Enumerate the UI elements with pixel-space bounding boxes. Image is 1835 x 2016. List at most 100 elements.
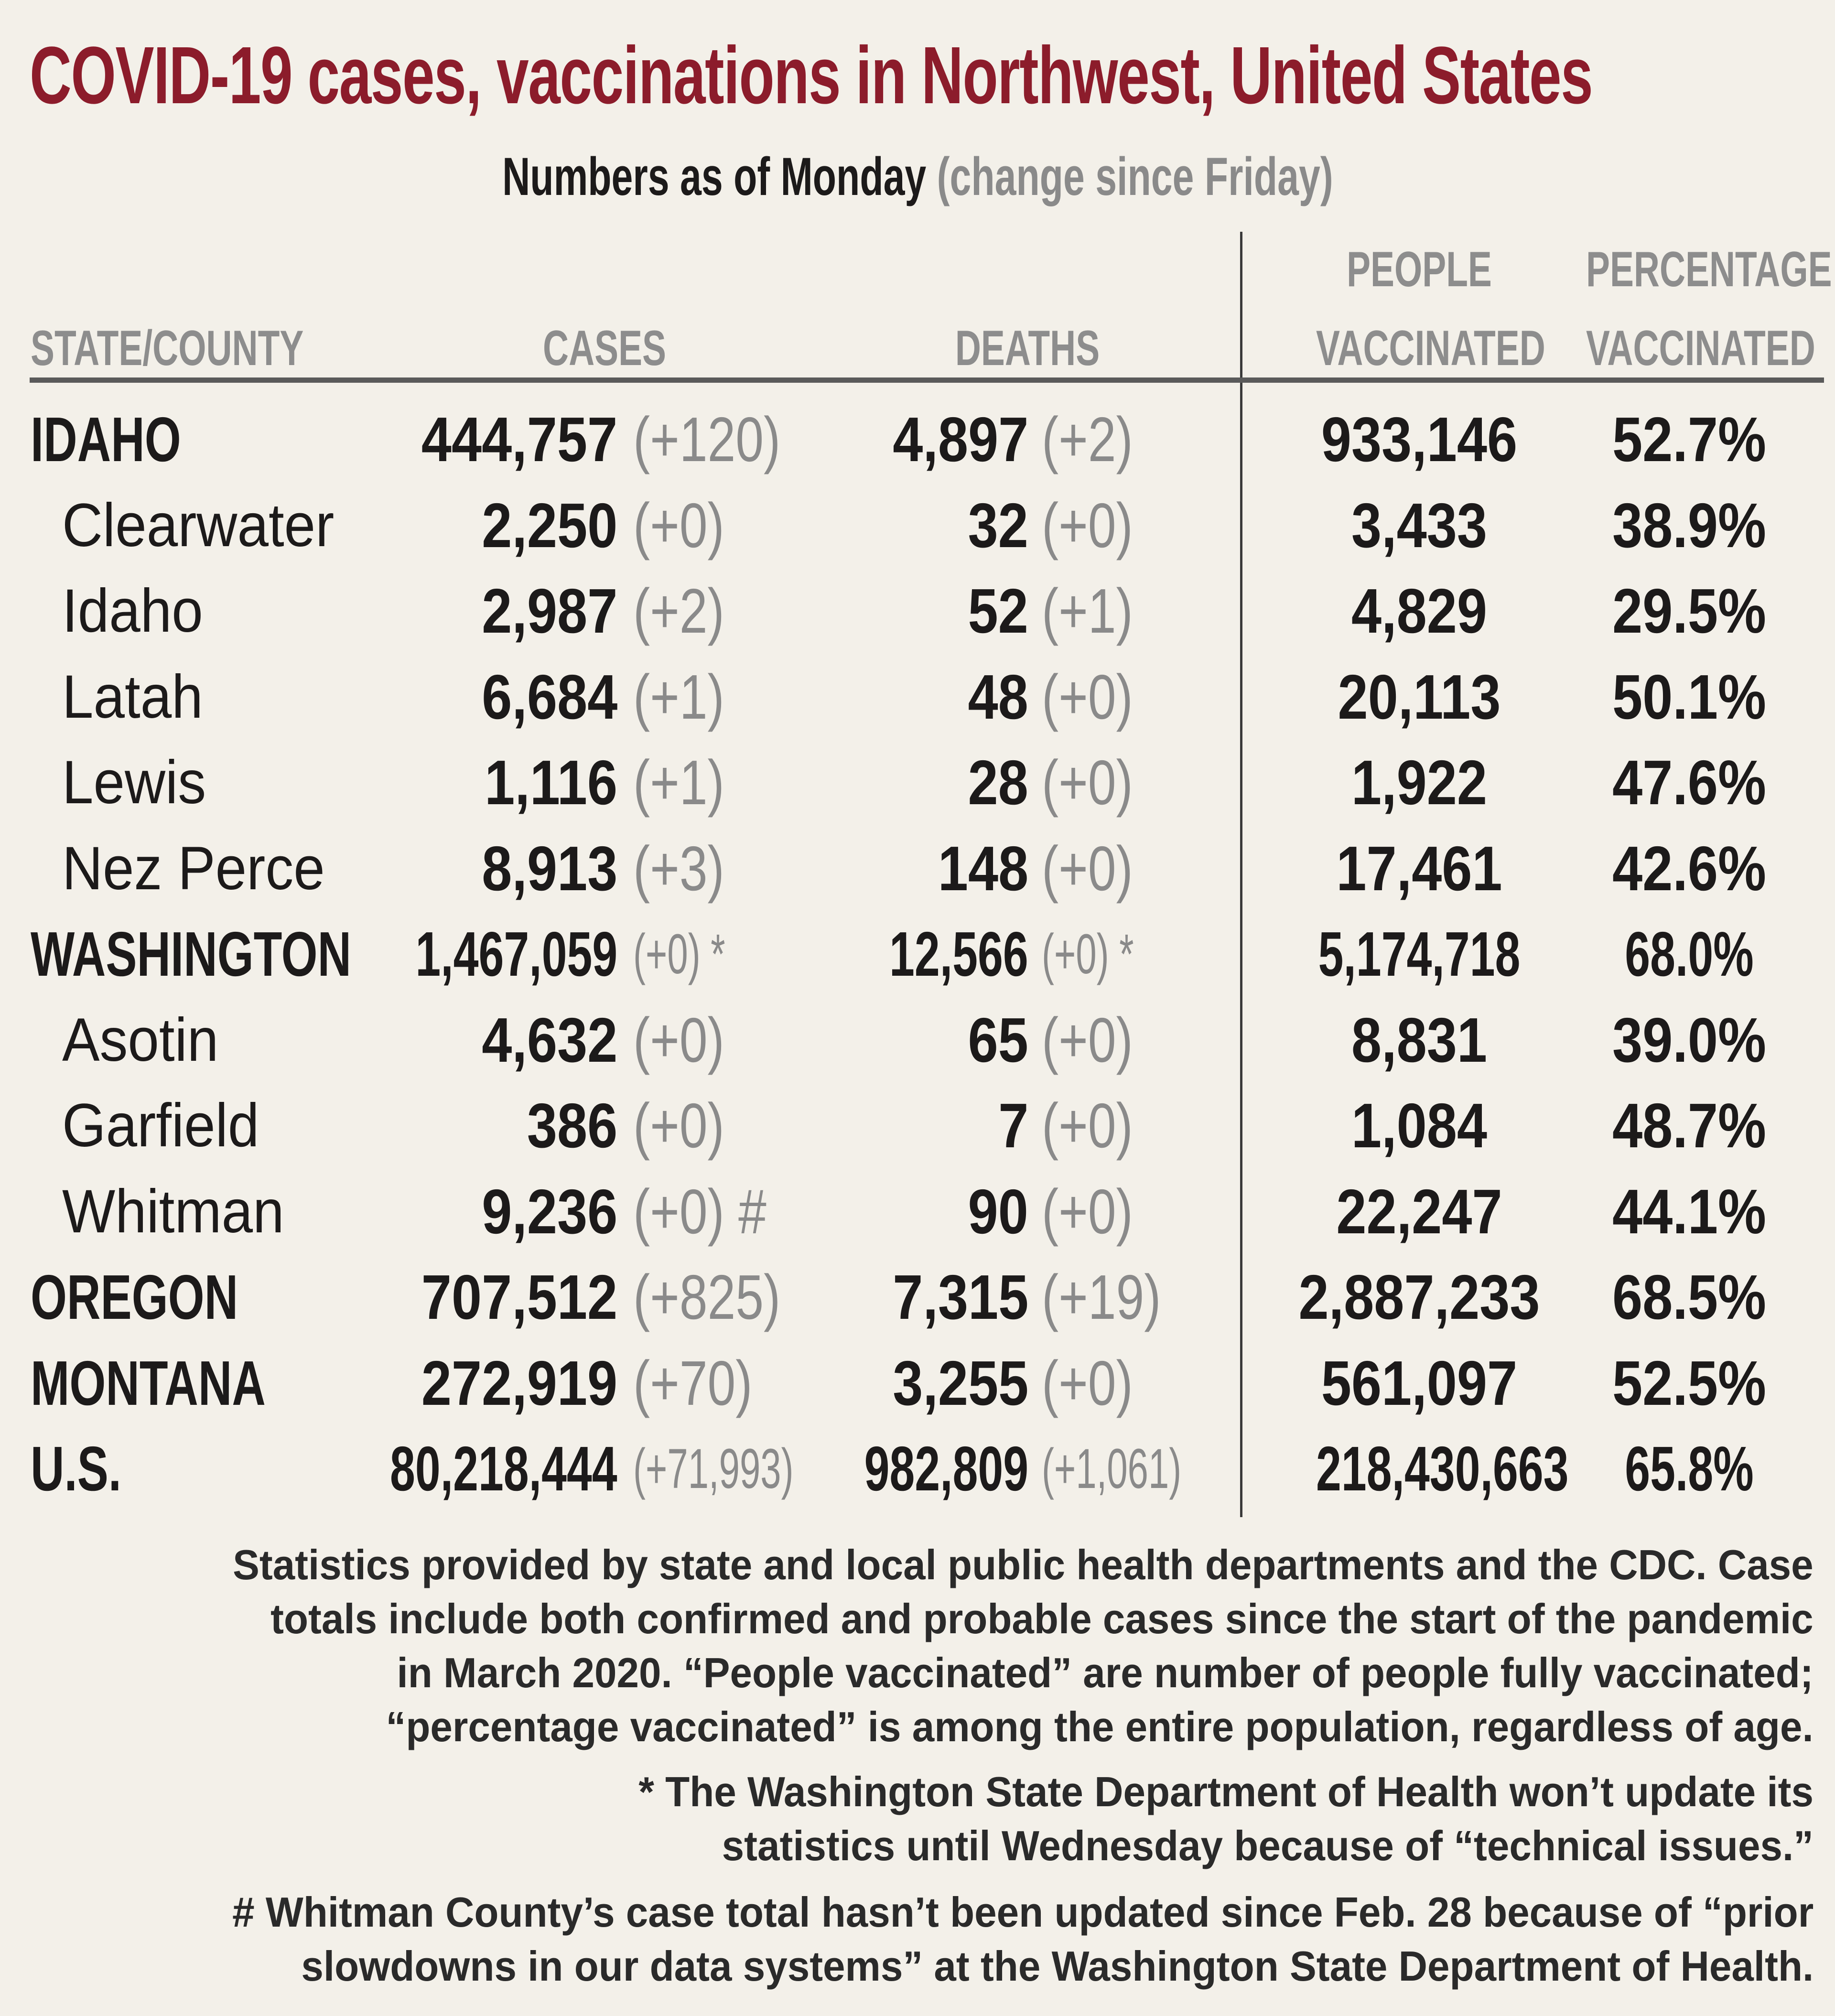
percentage-vaccinated: 68.5% <box>1612 1262 1766 1332</box>
table-row: Asotin 4,632 (+0) 65 (+0) 8,831 39.0% <box>0 1000 1835 1081</box>
deaths-change: (+0) <box>1042 833 1133 904</box>
cases-change: (+0) * <box>633 923 725 986</box>
deaths-change: (+1) <box>1042 576 1133 646</box>
table-row: Lewis 1,116 (+1) 28 (+0) 1,922 47.6% <box>0 742 1835 823</box>
cases-change: (+0) <box>633 1004 724 1075</box>
percentage-vaccinated: 48.7% <box>1612 1090 1766 1161</box>
deaths-change: (+0) <box>1042 661 1133 732</box>
cases-change: (+1) <box>633 747 724 818</box>
percentage-vaccinated: 68.0% <box>1625 919 1754 989</box>
subtitle-note: (change since Friday) <box>937 147 1333 206</box>
people-vaccinated: 218,430,663 <box>1316 1434 1569 1504</box>
people-vaccinated: 561,097 <box>1321 1348 1518 1418</box>
people-vaccinated: 1,922 <box>1351 747 1488 818</box>
table-row: MONTANA 272,919 (+70) 3,255 (+0) 561,097 52.5% <box>0 1343 1835 1424</box>
row-name: Whitman <box>62 1177 284 1246</box>
deaths-value: 90 <box>968 1176 1028 1247</box>
deaths-value: 12,566 <box>889 919 1028 989</box>
cases-change: (+0) <box>633 490 724 561</box>
row-name: Nez Perce <box>62 834 325 903</box>
deaths-value: 52 <box>968 576 1028 646</box>
footnote-line: statistics until Wednesday because of “t… <box>722 1822 1813 1869</box>
cases-value: 272,919 <box>421 1348 617 1418</box>
header-pct-2: VACCINATED <box>1586 321 1815 376</box>
cases-change: (+3) <box>633 833 724 904</box>
people-vaccinated: 5,174,718 <box>1318 919 1521 989</box>
row-name: WASHINGTON <box>31 919 352 989</box>
cases-value: 8,913 <box>481 833 617 904</box>
percentage-vaccinated: 39.0% <box>1612 1004 1766 1075</box>
table-row: U.S. 80,218,444 (+71,993) 982,809 (+1,061) 21… <box>0 1428 1835 1509</box>
deaths-value: 4,897 <box>892 404 1028 474</box>
table-row: OREGON 707,512 (+825) 7,315 (+19) 2,887,233 68… <box>0 1257 1835 1338</box>
deaths-change: (+1,061) <box>1042 1437 1182 1500</box>
cases-change: (+0) <box>633 1090 724 1161</box>
row-name: Clearwater <box>62 491 335 560</box>
deaths-value: 32 <box>968 490 1028 561</box>
table-row: WASHINGTON 1,467,059 (+0) * 12,566 (+0) * 5,1… <box>0 914 1835 995</box>
footnote: # Whitman County’s case total hasn’t bee… <box>232 1885 1813 1993</box>
header-cases: CASES <box>543 321 666 376</box>
people-vaccinated: 17,461 <box>1336 833 1502 904</box>
header-deaths: DEATHS <box>955 321 1100 376</box>
row-name: U.S. <box>31 1434 121 1504</box>
deaths-value: 28 <box>968 747 1028 818</box>
people-vaccinated: 4,829 <box>1351 576 1488 646</box>
deaths-value: 982,809 <box>864 1434 1028 1504</box>
deaths-value: 7,315 <box>892 1262 1028 1332</box>
deaths-change: (+0) <box>1042 1348 1133 1418</box>
people-vaccinated: 3,433 <box>1351 490 1488 561</box>
cases-change: (+120) <box>633 404 781 474</box>
footnote: Statistics provided by state and local p… <box>233 1538 1813 1754</box>
cases-change: (+2) <box>633 576 724 646</box>
row-name: MONTANA <box>31 1348 266 1418</box>
cases-value: 9,236 <box>481 1176 617 1247</box>
row-name: Idaho <box>62 577 203 645</box>
percentage-vaccinated: 42.6% <box>1612 833 1766 904</box>
column-divider <box>1240 232 1242 1517</box>
deaths-value: 65 <box>968 1004 1028 1075</box>
deaths-change: (+0) * <box>1042 923 1134 986</box>
percentage-vaccinated: 38.9% <box>1612 490 1766 561</box>
row-name: Latah <box>62 662 203 731</box>
footnote-line: slowdowns in our data systems” at the Wa… <box>301 1942 1813 1990</box>
header-people-2: VACCINATED <box>1316 321 1545 376</box>
cases-change: (+0) # <box>633 1176 766 1247</box>
table-row: Latah 6,684 (+1) 48 (+0) 20,113 50.1% <box>0 657 1835 738</box>
header-state: STATE/COUNTY <box>31 321 304 376</box>
percentage-vaccinated: 65.8% <box>1625 1434 1754 1504</box>
footnote-line: “percentage vaccinated” is among the ent… <box>386 1703 1814 1750</box>
people-vaccinated: 8,831 <box>1351 1004 1488 1075</box>
footnote-line: Statistics provided by state and local p… <box>233 1541 1813 1588</box>
footnote-line: * The Washington State Department of Hea… <box>638 1768 1813 1815</box>
footnote-line: # Whitman County’s case total hasn’t bee… <box>232 1888 1813 1936</box>
deaths-change: (+0) <box>1042 1090 1133 1161</box>
percentage-vaccinated: 52.7% <box>1612 404 1766 474</box>
subtitle: Numbers as of Monday (change since Frida… <box>0 146 1835 207</box>
percentage-vaccinated: 29.5% <box>1612 576 1766 646</box>
deaths-change: (+0) <box>1042 1004 1133 1075</box>
row-name: Lewis <box>62 748 206 817</box>
cases-change: (+71,993) <box>633 1437 794 1500</box>
header-rule <box>30 377 1824 383</box>
people-vaccinated: 1,084 <box>1351 1090 1488 1161</box>
cases-change: (+70) <box>633 1348 753 1418</box>
cases-value: 1,467,059 <box>415 919 617 989</box>
people-vaccinated: 22,247 <box>1336 1176 1502 1247</box>
people-vaccinated: 20,113 <box>1338 661 1501 732</box>
subtitle-main: Numbers as of Monday <box>502 147 926 206</box>
page-title: COVID-19 cases, vaccinations in Northwes… <box>30 30 1593 121</box>
row-name: OREGON <box>31 1262 238 1332</box>
footnote: * The Washington State Department of Hea… <box>638 1765 1813 1873</box>
cases-value: 444,757 <box>421 404 617 474</box>
header-people-1: PEOPLE <box>1347 242 1492 297</box>
cases-value: 2,250 <box>481 490 617 561</box>
row-name: Garfield <box>62 1091 259 1160</box>
deaths-value: 7 <box>998 1090 1028 1161</box>
deaths-change: (+2) <box>1042 404 1133 474</box>
table-row: IDAHO 444,757 (+120) 4,897 (+2) 933,146 52.7% <box>0 399 1835 480</box>
deaths-value: 48 <box>968 661 1028 732</box>
deaths-change: (+19) <box>1042 1262 1161 1332</box>
cases-change: (+1) <box>633 661 724 732</box>
row-name: IDAHO <box>31 404 181 474</box>
